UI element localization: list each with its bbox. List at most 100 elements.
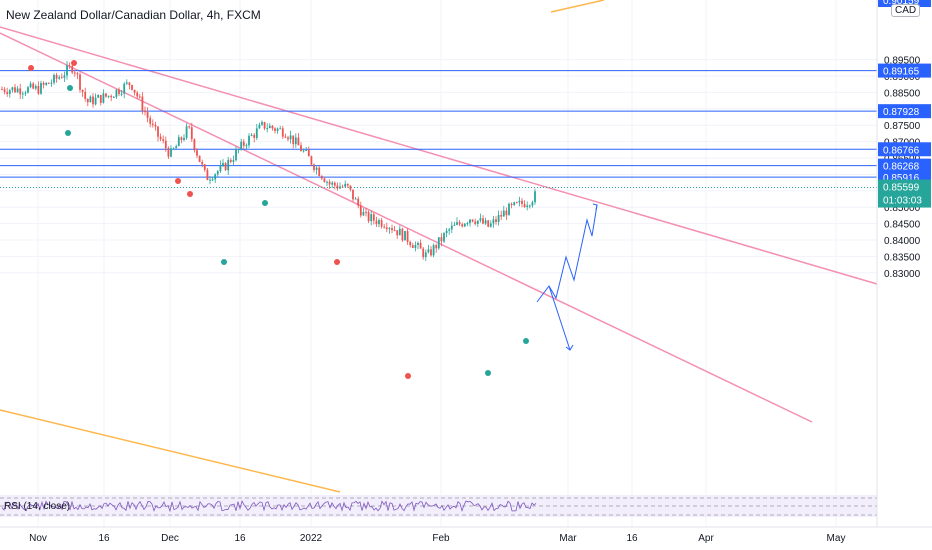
candle-body xyxy=(63,75,66,78)
candle-body xyxy=(346,183,349,186)
trend-line[interactable] xyxy=(0,32,813,423)
level-label-box xyxy=(878,142,931,157)
signal-dot xyxy=(28,65,34,71)
candle-body xyxy=(318,167,321,176)
candle-body xyxy=(276,128,279,131)
candle-body xyxy=(136,92,139,97)
candle-body xyxy=(258,124,261,129)
candle-body xyxy=(461,224,464,227)
x-tick-label: May xyxy=(827,533,846,544)
top-level-box xyxy=(878,0,931,7)
candle-body xyxy=(71,66,74,73)
candle-body xyxy=(271,125,274,129)
candle-body xyxy=(266,128,269,130)
candle-body xyxy=(521,200,523,204)
candle-body xyxy=(37,85,40,94)
candle-body xyxy=(326,181,328,183)
candle-body xyxy=(508,203,510,216)
candle-body xyxy=(372,214,375,221)
signal-dot xyxy=(485,370,491,376)
candle-body xyxy=(469,219,471,224)
signal-dot xyxy=(262,200,268,206)
candle-body xyxy=(29,83,32,88)
level-label: 0.86766 xyxy=(883,145,920,156)
x-tick-label: Dec xyxy=(161,533,179,544)
candle-body xyxy=(144,110,146,113)
x-tick-label: 2022 xyxy=(300,533,323,544)
candle-body xyxy=(357,198,360,206)
chart-title: New Zealand Dollar/Canadian Dollar, 4h, … xyxy=(6,8,261,22)
candle-body xyxy=(417,242,419,245)
signal-dot xyxy=(334,259,340,265)
candle-body xyxy=(495,219,497,222)
candle-body xyxy=(500,214,503,217)
candle-body xyxy=(492,219,495,224)
candle-body xyxy=(175,146,178,149)
candle-body xyxy=(68,65,71,67)
candle-body xyxy=(339,186,341,189)
candle-body xyxy=(118,89,120,95)
level-label: 0.85916 xyxy=(883,173,920,184)
candle-body xyxy=(315,167,318,170)
x-tick-label: 16 xyxy=(98,533,110,544)
candle-body xyxy=(427,249,430,253)
trend-line[interactable] xyxy=(0,26,878,285)
rsi-pane xyxy=(0,495,877,517)
candle-body xyxy=(115,89,118,97)
candle-body xyxy=(482,218,484,224)
projection-down-path[interactable] xyxy=(548,285,571,351)
candle-body xyxy=(146,112,149,118)
rsi-label: RSI (14, close) xyxy=(4,501,71,512)
current-price-box xyxy=(878,179,931,208)
candle-body xyxy=(289,135,292,140)
trend-line[interactable] xyxy=(550,0,605,13)
y-tick-label: 0.85000 xyxy=(884,203,921,214)
y-tick-label: 0.88500 xyxy=(884,88,921,99)
candle-body xyxy=(120,93,123,95)
candle-body xyxy=(531,202,534,206)
candle-body xyxy=(172,148,175,150)
candle-body xyxy=(79,74,81,90)
candle-body xyxy=(185,126,188,138)
candle-body xyxy=(149,117,152,124)
x-tick-label: 16 xyxy=(626,533,638,544)
candle-body xyxy=(411,245,414,248)
signal-dot xyxy=(65,130,71,136)
price-axis[interactable] xyxy=(877,0,932,550)
candle-body xyxy=(359,205,362,216)
candle-body xyxy=(34,85,37,89)
candle-body xyxy=(432,245,435,256)
candle-body xyxy=(474,221,477,224)
y-tick-label: 0.83500 xyxy=(884,252,921,263)
candle-body xyxy=(76,73,79,75)
candle-body xyxy=(523,203,526,208)
candle-body xyxy=(237,149,240,151)
candle-body xyxy=(526,205,529,208)
candle-body xyxy=(219,165,222,172)
candle-body xyxy=(66,65,68,76)
candle-body xyxy=(365,211,367,213)
countdown-label: 01:03:03 xyxy=(883,196,922,207)
trend-line[interactable] xyxy=(0,409,341,493)
candle-body xyxy=(84,91,87,99)
candle-body xyxy=(463,223,466,227)
candle-body xyxy=(55,74,58,79)
level-label-box xyxy=(878,158,931,173)
candle-body xyxy=(328,181,331,185)
candle-body xyxy=(102,93,105,103)
candle-body xyxy=(497,214,500,222)
candle-body xyxy=(401,228,404,241)
candle-body xyxy=(445,230,448,234)
candle-body xyxy=(440,237,443,242)
candle-body xyxy=(86,98,89,103)
projection-path[interactable] xyxy=(536,204,598,303)
candle-body xyxy=(250,134,253,136)
candle-body xyxy=(110,95,113,98)
x-tick-label: 16 xyxy=(234,533,246,544)
candle-body xyxy=(138,96,141,98)
y-tick-label: 0.83000 xyxy=(884,269,921,280)
candle-body xyxy=(349,185,352,190)
candle-body xyxy=(151,123,154,125)
currency-badge[interactable]: CAD xyxy=(891,4,921,17)
